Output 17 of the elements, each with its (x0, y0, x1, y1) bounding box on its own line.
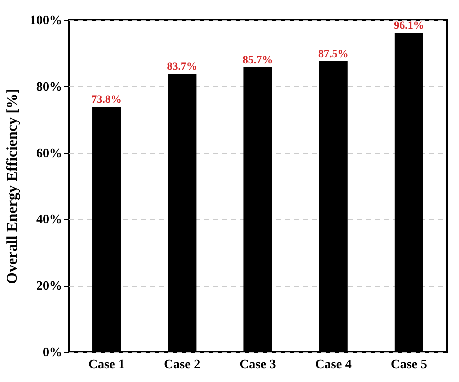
y-tick-label: 20% (36, 278, 62, 294)
data-label: 83.7% (167, 61, 198, 74)
data-label: 73.8% (92, 94, 122, 106)
x-tick-label: Case 4 (315, 356, 352, 372)
y-tick-label: 40% (36, 212, 62, 227)
y-tick-label: 100% (30, 12, 62, 28)
data-label: 85.7% (242, 54, 274, 66)
x-tick-label: Case 3 (240, 356, 277, 372)
y-axis-title: Overall Energy Efficiency [%] (5, 88, 21, 284)
data-label: 87.5% (318, 48, 349, 60)
x-tick-label: Case 2 (164, 356, 201, 372)
y-tick-label: 0% (43, 344, 62, 360)
x-tick-label: Case 1 (88, 356, 126, 372)
y-tick-label: 80% (36, 78, 62, 94)
data-label: 96.1% (394, 20, 424, 32)
x-tick-label: Case 5 (390, 356, 428, 372)
y-tick-label: 60% (36, 145, 62, 160)
